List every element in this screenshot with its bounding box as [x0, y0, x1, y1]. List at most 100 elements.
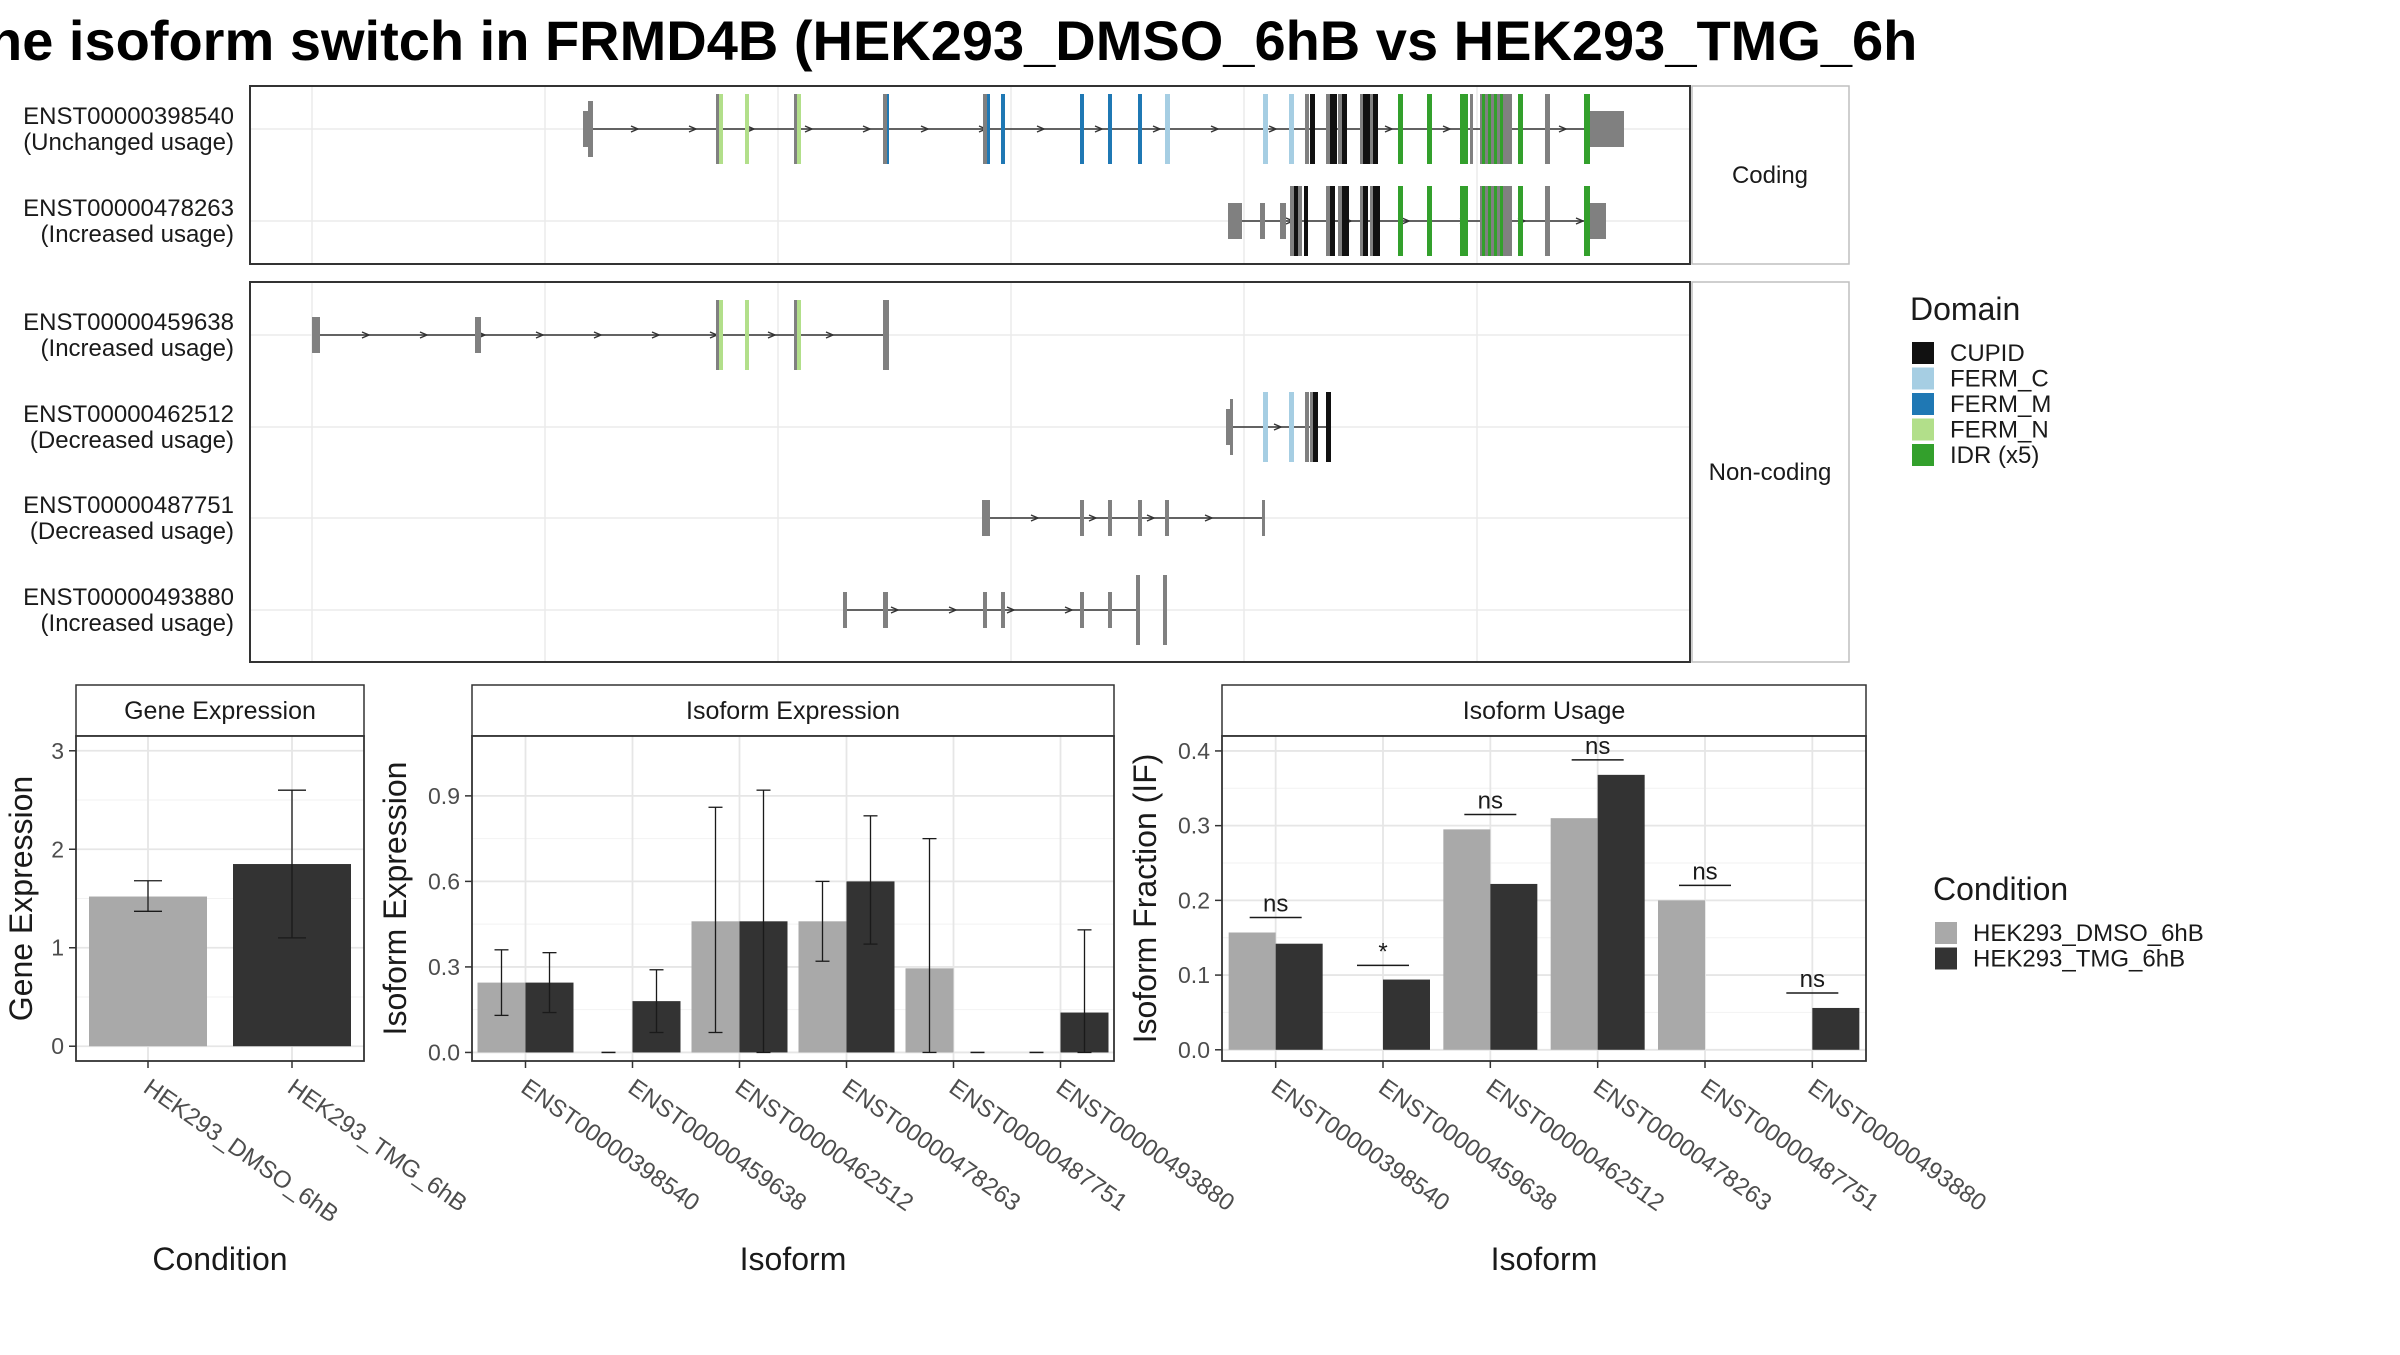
isoform-398540-arrow [1210, 125, 1220, 133]
isoform-478263-idr-domain [1584, 186, 1590, 256]
isoform-493880-arrow [1006, 606, 1016, 614]
isoform-487751-exon [1108, 500, 1112, 536]
noncoding-isoform-label-id: ENST00000459638 [23, 309, 234, 336]
noncoding-panel-frame [249, 281, 1691, 663]
isoform-478263-exon [1290, 186, 1294, 256]
isoform-478263-cupid-domain [1373, 186, 1380, 256]
isoform-462512-exon [1230, 399, 1233, 455]
isoform-expression-chart-x-tick-label: ENST00000398540 [516, 1074, 704, 1217]
gene-expression-chart-y-axis-title: Gene Expression [3, 776, 39, 1021]
isoform-398540-idr-domain [1494, 94, 1497, 164]
coding-isoform-label-id: ENST00000398540 [23, 103, 234, 130]
noncoding-isoform-label-id: ENST00000493880 [23, 584, 234, 611]
isoform-usage-chart-signif-label: * [1378, 938, 1387, 965]
isoform-398540-exon [883, 94, 887, 164]
domain-legend-swatch [1912, 393, 1934, 415]
isoform-478263-utr-exon [1228, 203, 1242, 239]
isoform-usage-chart-y-tick-label: 0.4 [1178, 738, 1210, 764]
gene-expression-chart-bar [89, 896, 207, 1047]
isoform-398540-arrow [920, 125, 930, 133]
isoform-expression-chart-panel [472, 736, 1114, 1061]
isoform-478263-idr-domain [1488, 186, 1491, 256]
coding-isoform-label-id: ENST00000478263 [23, 195, 234, 222]
isoform-487751-exon [987, 500, 990, 536]
isoform-398540-arrow [1442, 125, 1452, 133]
isoform-usage-chart-bar [1228, 932, 1276, 1050]
isoform-493880-arrow [948, 606, 958, 614]
isoform-398540-ferm-m-domain [1108, 94, 1112, 164]
isoform-487751-arrow [1088, 514, 1098, 522]
noncoding-isoform-label-usage: (Increased usage) [41, 610, 234, 637]
isoform-usage-chart-frame [1221, 735, 1867, 1062]
isoform-398540-arrow [804, 125, 814, 133]
isoform-398540-ferm-c-domain [1289, 94, 1294, 164]
isoform-462512-exon [1305, 392, 1309, 462]
isoform-478263-idr-domain [1463, 186, 1468, 256]
isoform-expression-chart-x-tick-label: ENST00000493880 [1051, 1074, 1239, 1217]
gene-expression-chart-x-axis-title: Condition [152, 1241, 287, 1277]
condition-legend-swatch [1935, 947, 1957, 970]
isoform-478263-exon [1298, 186, 1302, 256]
isoform-398540-ferm-c-domain [1165, 94, 1170, 164]
isoform-usage-chart-bar [1812, 1007, 1860, 1050]
isoform-493880-exon [1080, 592, 1084, 628]
isoform-398540-exon [794, 94, 798, 164]
isoform-487751-exon [1262, 500, 1265, 536]
isoform-493880-exon [1001, 592, 1005, 628]
noncoding-strip-label: Non-coding [1709, 459, 1832, 486]
isoform-expression-chart-x-tick-label: ENST00000462512 [730, 1074, 918, 1217]
isoform-478263-exon [1338, 186, 1342, 256]
isoform-expression-chart-x-axis-title: Isoform [740, 1241, 847, 1277]
isoform-398540-idr-domain [1463, 94, 1468, 164]
domain-legend-label: FERM_C [1950, 366, 2049, 393]
noncoding-isoform-label-usage: (Decreased usage) [30, 427, 234, 454]
isoform-478263-idr-domain [1518, 186, 1523, 256]
isoform-398540-cupid-domain [1342, 94, 1347, 164]
coding-isoform-label-usage: (Increased usage) [41, 221, 234, 248]
isoform-usage-chart-bar [1597, 774, 1645, 1050]
isoform-398540-arrow [1094, 125, 1104, 133]
coding-strip [1691, 85, 1850, 265]
isoform-398540-exon [983, 94, 987, 164]
isoform-493880-exon [883, 592, 888, 628]
isoform-398540-idr-domain [1460, 94, 1465, 164]
isoform-usage-chart-x-tick-label: ENST00000478263 [1588, 1074, 1776, 1217]
isoform-398540-exon [1360, 94, 1364, 164]
isoform-459638-exon [883, 300, 889, 370]
isoform-462512-utr-exon [1226, 409, 1230, 445]
isoform-expression-chart-title: Isoform Expression [686, 697, 900, 725]
isoform-expression-chart-y-tick-label: 0.3 [428, 954, 460, 980]
isoform-usage-chart-signif-label: ns [1692, 858, 1717, 885]
isoform-expression-chart-frame [471, 735, 1115, 1062]
isoform-398540-ferm-m-domain [1080, 94, 1084, 164]
isoform-398540-cupid-domain [1363, 94, 1370, 164]
isoform-398540-utr-exon [583, 111, 589, 147]
isoform-usage-chart-bar [1275, 943, 1323, 1050]
gene-expression-chart-frame [75, 735, 365, 1062]
isoform-398540-idr-domain [1427, 94, 1432, 164]
noncoding-isoform-label-id: ENST00000462512 [23, 401, 234, 428]
isoform-398540-arrow [1036, 125, 1046, 133]
isoform-usage-chart-bar [1443, 829, 1491, 1050]
isoform-459638-arrow [361, 331, 371, 339]
isoform-usage-chart-y-tick-label: 0.0 [1178, 1037, 1210, 1063]
isoform-398540-exon [588, 101, 593, 157]
isoform-expression-chart-y-axis-title: Isoform Expression [377, 762, 413, 1036]
isoform-459638-ferm-n-domain [745, 300, 749, 370]
isoform-478263-idr-domain [1460, 186, 1465, 256]
gene-expression-chart-y-tick-label: 1 [51, 935, 64, 961]
isoform-usage-chart-bar [1658, 900, 1705, 1050]
isoform-398540-arrow [746, 125, 756, 133]
isoform-487751-arrow [1030, 514, 1040, 522]
isoform-398540-arrow [688, 125, 698, 133]
domain-legend-swatch [1912, 367, 1934, 390]
isoform-398540-idr-domain [1398, 94, 1403, 164]
isoform-398540-exon [1545, 94, 1550, 164]
isoform-398540-idr-domain [1518, 94, 1523, 164]
domain-legend-label: CUPID [1950, 340, 2025, 367]
isoform-usage-chart-x-tick-label: ENST00000398540 [1266, 1074, 1454, 1217]
isoform-398540-arrow [1384, 125, 1394, 133]
isoform-459638-exon [716, 300, 720, 370]
isoform-usage-chart-x-tick-label: ENST00000487751 [1696, 1074, 1884, 1217]
